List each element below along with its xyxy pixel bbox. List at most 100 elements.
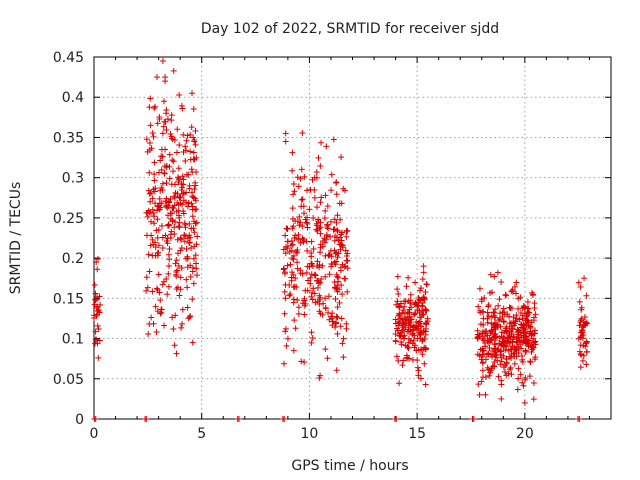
data-point xyxy=(91,282,98,289)
data-point xyxy=(301,236,308,243)
data-point xyxy=(193,265,200,272)
data-point xyxy=(165,251,172,258)
data-point xyxy=(154,286,161,293)
data-point xyxy=(289,205,296,212)
data-point xyxy=(503,372,510,379)
data-point xyxy=(340,335,347,342)
data-point xyxy=(399,320,406,327)
data-point xyxy=(150,209,157,216)
data-point xyxy=(511,283,518,290)
data-point xyxy=(499,309,506,316)
data-point xyxy=(494,269,501,276)
data-point xyxy=(178,102,185,109)
y-tick-label: 0.3 xyxy=(62,171,84,187)
data-point xyxy=(333,367,340,374)
data-point xyxy=(169,157,176,164)
data-point xyxy=(167,231,174,238)
data-point xyxy=(292,325,299,332)
data-point xyxy=(336,299,343,306)
data-point xyxy=(154,234,161,241)
data-point xyxy=(521,376,528,383)
data-point xyxy=(322,304,329,311)
data-point xyxy=(290,271,297,278)
y-tick-labels: 0 0.05 0.1 0.15 0.2 0.25 0.3 0.35 0.4 0.45 xyxy=(53,50,84,428)
x-axis-label: GPS time / hours xyxy=(291,458,408,474)
data-point xyxy=(325,252,332,259)
data-point xyxy=(404,343,411,350)
data-point xyxy=(290,296,297,303)
data-point xyxy=(156,116,163,123)
data-point xyxy=(164,116,171,123)
data-point xyxy=(169,217,176,224)
data-point xyxy=(478,356,485,363)
data-point xyxy=(474,327,481,334)
data-point xyxy=(521,304,528,311)
data-point xyxy=(144,148,151,155)
data-point xyxy=(151,220,158,227)
data-point xyxy=(494,347,501,354)
data-point xyxy=(191,138,198,145)
data-point xyxy=(502,325,509,332)
data-point xyxy=(520,321,527,328)
data-point xyxy=(333,191,340,198)
data-point xyxy=(530,317,537,324)
data-point xyxy=(583,339,590,346)
data-point xyxy=(331,237,338,244)
data-point xyxy=(508,371,515,378)
data-point xyxy=(147,190,154,197)
data-point xyxy=(304,214,311,221)
data-point xyxy=(183,189,190,196)
data-point xyxy=(483,328,490,335)
data-point xyxy=(329,318,336,325)
data-point xyxy=(176,224,183,231)
data-point xyxy=(176,194,183,201)
data-point xyxy=(317,249,324,256)
data-point xyxy=(152,303,159,310)
data-point xyxy=(188,124,195,131)
data-point xyxy=(508,355,515,362)
data-point xyxy=(323,231,330,238)
data-point xyxy=(173,149,180,156)
data-point xyxy=(143,274,150,281)
data-point xyxy=(187,273,194,280)
data-point xyxy=(496,315,503,322)
data-point xyxy=(171,224,178,231)
data-point xyxy=(498,358,505,365)
data-point xyxy=(184,255,191,262)
data-point xyxy=(189,339,196,346)
data-point xyxy=(405,345,412,352)
data-point xyxy=(404,314,411,321)
data-point xyxy=(505,334,512,341)
data-point xyxy=(178,264,185,271)
data-point xyxy=(298,358,305,365)
data-point xyxy=(314,228,321,235)
data-point xyxy=(401,310,408,317)
data-point xyxy=(508,288,515,295)
data-point xyxy=(282,328,289,335)
data-point xyxy=(412,299,419,306)
data-point xyxy=(147,95,154,102)
data-point xyxy=(512,320,519,327)
x-tick-label: 10 xyxy=(301,426,319,442)
data-point xyxy=(316,292,323,299)
data-point xyxy=(298,203,305,210)
data-point xyxy=(517,294,524,301)
data-point xyxy=(476,391,483,398)
data-point xyxy=(343,320,350,327)
data-point xyxy=(165,262,172,269)
data-point xyxy=(502,368,509,375)
data-point xyxy=(309,296,316,303)
data-point xyxy=(174,267,181,274)
data-point xyxy=(322,346,329,353)
data-point xyxy=(394,298,401,305)
data-point xyxy=(498,347,505,354)
data-point xyxy=(339,291,346,298)
data-point xyxy=(322,192,329,199)
data-point xyxy=(530,396,537,403)
data-point xyxy=(294,174,301,181)
data-point xyxy=(165,283,172,290)
data-point xyxy=(151,177,158,184)
data-point xyxy=(184,203,191,210)
data-point xyxy=(328,313,335,320)
data-point xyxy=(282,232,289,239)
